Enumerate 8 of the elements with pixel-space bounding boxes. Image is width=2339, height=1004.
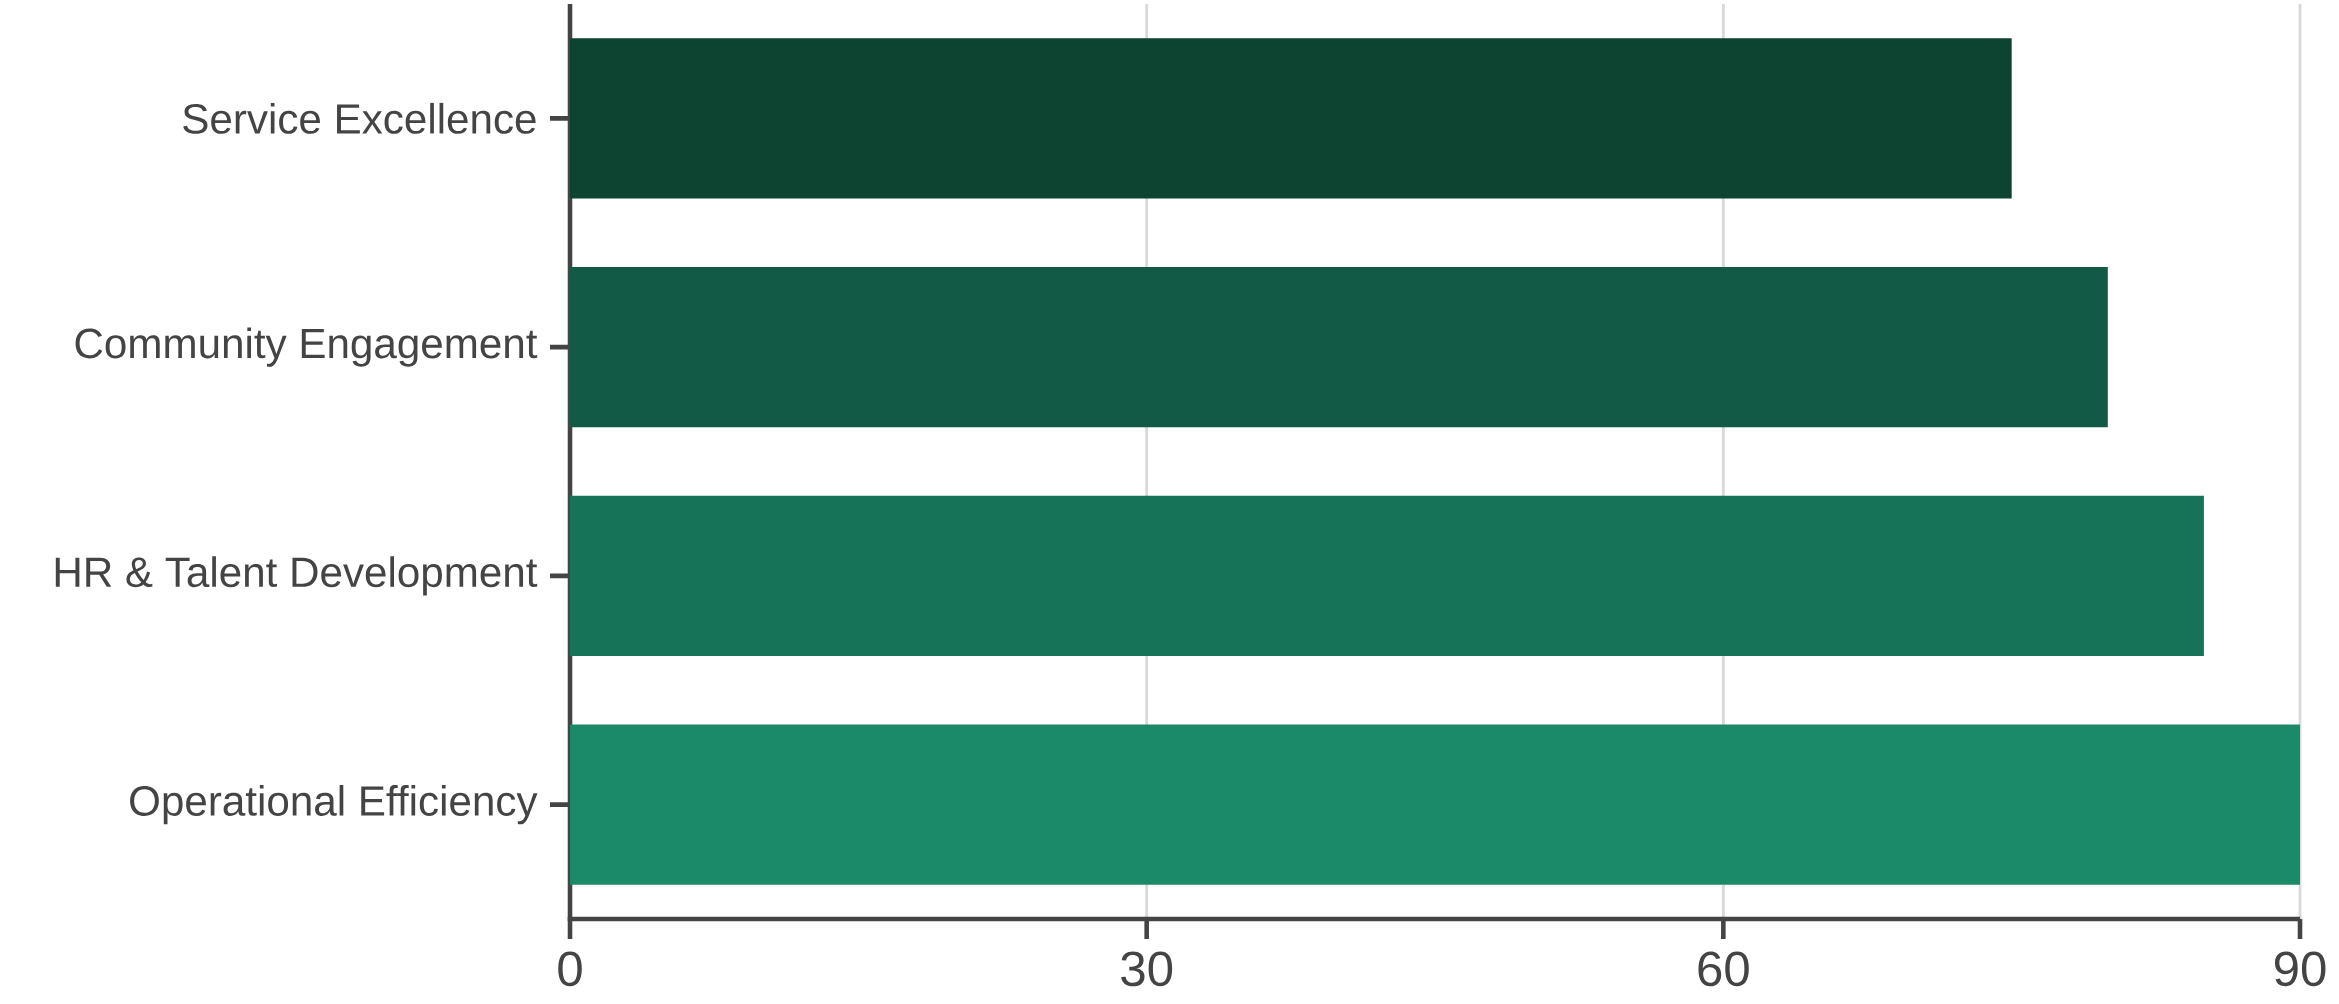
y-tick-label: HR & Talent Development [55,556,538,596]
x-tick-label: 30 [1121,951,1173,987]
y-tick-label: Operational Efficiency [130,784,538,825]
x-tick-label: 90 [2274,951,2326,987]
y-tick-label: Community Engagement [75,327,538,367]
x-tick-label: 0 [558,951,582,987]
y-tick-label: Service Excellence [183,102,536,134]
x-tick-label: 60 [1698,951,1749,987]
